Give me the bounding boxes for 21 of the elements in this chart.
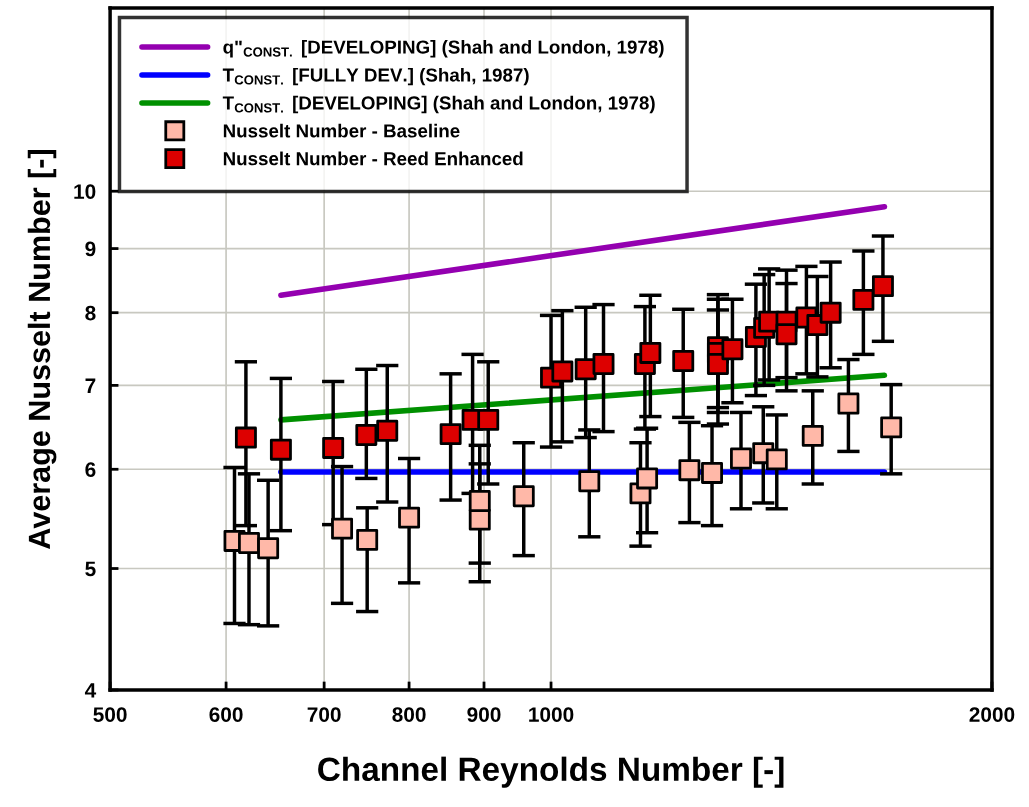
x-tick-label: 500 [93, 707, 127, 722]
y-axis-title: Average Nusselt Number [-] [27, 150, 57, 549]
y-tick-label: 4 [84, 683, 97, 698]
y-tick-label: 8 [85, 305, 96, 321]
x-tick-label: 700 [307, 707, 341, 722]
y-tick-label: 5 [85, 561, 96, 577]
legend-label: Nusselt Number - Reed Enhanced [223, 151, 523, 166]
x-tick-label: 600 [209, 707, 243, 722]
legend-label: T$_{CONST.}$ [FULLY DEV.] (Shah, 1987) [222, 67, 529, 86]
legend-label: q"$_{CONST.}$ [DEVELOPING] (Shah and London, 1978) [223, 39, 664, 58]
x-axis-title: Channel Reynolds Number [-] [318, 756, 784, 788]
legend-label: T$_{CONST.}$ [DEVELOPING] (Shah and London, 1978) [222, 95, 655, 114]
x-tick-label: 900 [467, 707, 501, 722]
y-tick-label: 9 [85, 241, 96, 257]
x-tick-label: 800 [392, 707, 426, 722]
x-tick-label: 1000 [529, 707, 574, 722]
y-tick-label: 7 [85, 378, 96, 393]
y-tick-label: 10 [74, 184, 96, 199]
x-tick-label: 2000 [969, 707, 1015, 722]
y-tick-label: 6 [85, 462, 96, 478]
legend-label: Nusselt Number - Baseline [223, 123, 460, 138]
